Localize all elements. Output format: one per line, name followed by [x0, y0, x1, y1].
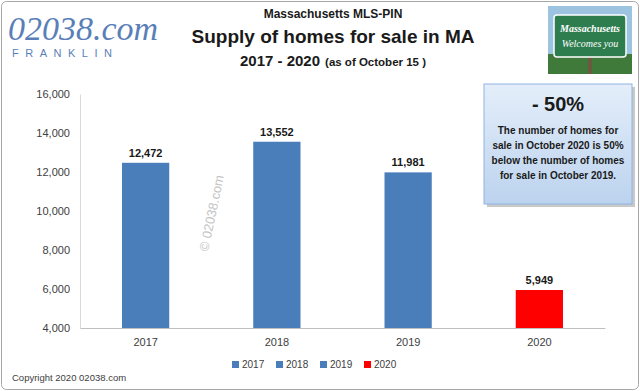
y-tick: 6,000 [42, 283, 80, 295]
y-axis-line [80, 95, 81, 329]
sign-sky [548, 6, 632, 74]
annotation-text: sale in October 2020 is 50% [492, 140, 623, 151]
y-tick: 10,000 [36, 205, 80, 217]
y-axis: 4,000 6,000 8,000 10,000 12,000 14,000 16,000 [36, 88, 80, 334]
x-tick-label: 2019 [396, 336, 420, 348]
chart-background [2, 2, 639, 390]
x-axis-line [81, 328, 606, 329]
legend-marker [364, 361, 371, 368]
x-tick: 2018 [265, 328, 289, 348]
x-tick: 2019 [396, 328, 420, 348]
y-tick: 16,000 [36, 88, 80, 100]
y-tick: 8,000 [42, 244, 80, 256]
annotation-text: The number of homes for [498, 125, 619, 136]
y-tick-label: 12,000 [36, 166, 70, 178]
bar [516, 290, 563, 328]
legend-label: 2020 [374, 359, 397, 370]
x-axis: 2017 2018 2019 2020 [81, 328, 606, 348]
y-tick: 4,000 [42, 322, 80, 334]
annotation-box [484, 84, 632, 204]
legend-label: 2018 [286, 359, 309, 370]
sign-board [554, 15, 626, 57]
sign-text: Welcomes you [562, 38, 619, 49]
x-tick-label: 2017 [133, 336, 157, 348]
data-label: 12,472 [129, 147, 163, 159]
legend-marker [276, 361, 283, 368]
x-tick: 2017 [133, 328, 157, 348]
x-tick: 2020 [527, 328, 551, 348]
legend-marker [320, 361, 327, 368]
x-tick-label: 2020 [527, 336, 551, 348]
chart-subtitle-note: (as of October 15 ) [325, 56, 426, 68]
y-tick-label: 8,000 [42, 244, 70, 256]
y-tick-label: 10,000 [36, 205, 70, 217]
logo-subtext: FRANKLIN [12, 47, 118, 59]
chart-container: 02038.comFRANKLIN Massachusetts MLS-PIN Su… [0, 0, 640, 391]
annotation-text: for sale in October 2019. [500, 170, 616, 181]
annotation-headline: - 50% [532, 93, 584, 115]
watermark: © 02038.com [196, 174, 227, 253]
y-tick-label: 14,000 [36, 127, 70, 139]
annotation-text: below the number of homes [492, 155, 625, 166]
sign-post [588, 56, 592, 74]
chart-header: Massachusetts MLS-PIN [264, 7, 403, 21]
bar [253, 142, 300, 328]
chart-subtitle-line: 2017 - 2020 (as of October 15 ) [240, 52, 426, 69]
legend-label: 2017 [242, 359, 265, 370]
legend-label: 2019 [330, 359, 353, 370]
bar [385, 172, 432, 328]
y-tick-label: 6,000 [42, 283, 70, 295]
y-tick-label: 4,000 [42, 322, 70, 334]
sign-text: Massachusetts [559, 23, 620, 34]
data-label: 5,949 [526, 274, 554, 286]
y-tick: 14,000 [36, 127, 80, 139]
chart-title: Supply of homes for sale in MA [192, 26, 475, 47]
annotation: - 50% The number of homes for sale in Octo… [484, 84, 635, 207]
data-label: 11,981 [392, 156, 425, 168]
logo-text: 02038.com [8, 10, 158, 47]
bar [122, 163, 169, 328]
legend-marker [232, 361, 239, 368]
data-label: 13,552 [260, 126, 294, 138]
copyright: Copyright 2020 02038.com [12, 372, 126, 383]
x-tick-label: 2018 [265, 336, 289, 348]
welcome-sign: Massachusetts Welcomes you [548, 6, 632, 74]
y-tick-label: 16,000 [36, 88, 70, 100]
chart-svg: 02038.comFRANKLIN Massachusetts MLS-PIN Su… [0, 0, 640, 391]
chart-subtitle: 2017 - 2020 [240, 52, 320, 69]
legend: 2017 2018 2019 2020 [232, 359, 397, 370]
y-tick: 12,000 [36, 166, 80, 178]
